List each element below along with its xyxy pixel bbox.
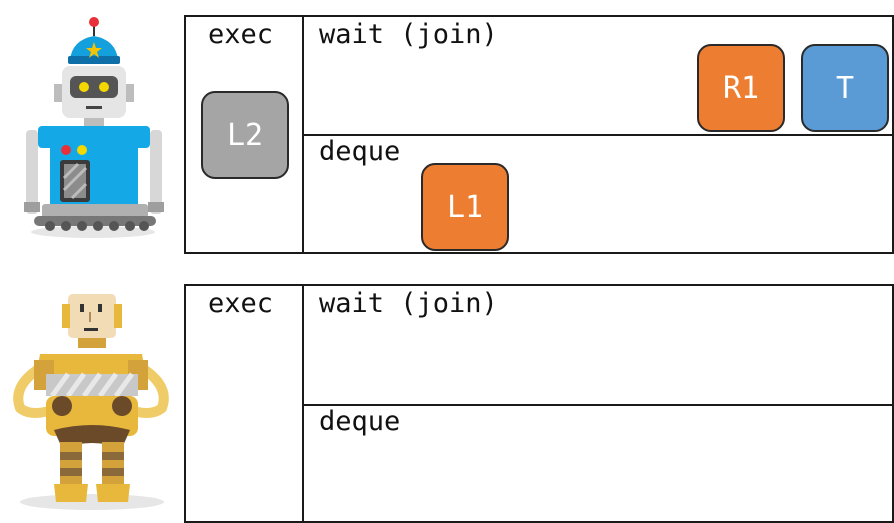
wait-label: wait (join) (319, 19, 498, 50)
scheduler-panel-2: exec wait (join) deque (184, 284, 894, 523)
task-l2: L2 (201, 91, 289, 179)
wait-label: wait (join) (319, 288, 498, 319)
exec-column: exec (186, 286, 304, 521)
task-t: T (801, 44, 889, 132)
deque-row: deque L1 (304, 134, 892, 252)
blue-robot-icon (20, 12, 170, 242)
exec-label: exec (208, 19, 274, 50)
exec-column: exec L2 (186, 17, 304, 252)
yellow-robot-icon (10, 290, 180, 515)
exec-label: exec (208, 288, 274, 319)
deque-label: deque (319, 406, 401, 437)
task-l1: L1 (421, 163, 509, 251)
task-r1: R1 (697, 44, 785, 132)
scheduler-panel-1: exec L2 wait (join) R1 T deque L1 (184, 15, 894, 254)
deque-label: deque (319, 136, 401, 167)
deque-row: deque (304, 404, 892, 521)
wait-row: wait (join) (304, 286, 892, 404)
wait-row: wait (join) R1 T (304, 17, 892, 134)
